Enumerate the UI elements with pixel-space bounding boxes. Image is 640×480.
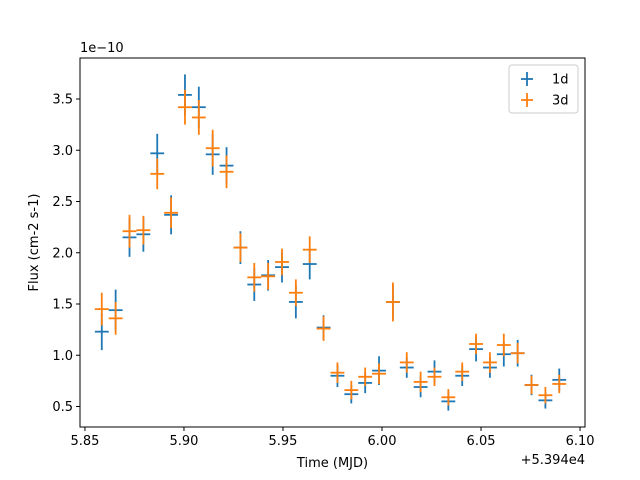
- legend-label: 3d: [552, 94, 569, 109]
- y-tick-label: 3.5: [52, 93, 73, 108]
- y-tick-label: 1.5: [52, 298, 73, 313]
- x-tick-label: 5.85: [70, 434, 99, 449]
- data-point-3d: [316, 316, 331, 341]
- plot-area: [94, 74, 567, 411]
- data-point-3d: [178, 89, 192, 125]
- x-offset-label: +5.394e4: [521, 453, 585, 468]
- legend-label: 1d: [552, 73, 569, 88]
- data-point-3d: [261, 263, 276, 290]
- data-point-3d: [552, 374, 567, 394]
- data-point-3d: [94, 292, 109, 326]
- x-tick-label: 6.05: [467, 434, 496, 449]
- data-point-3d: [247, 263, 262, 292]
- data-point-3d: [191, 100, 206, 135]
- data-point-3d: [150, 158, 165, 190]
- y-tick-label: 1.0: [52, 349, 73, 364]
- data-point-3d: [219, 155, 234, 189]
- data-point-3d: [275, 248, 289, 276]
- data-point-3d: [136, 215, 151, 245]
- series-3d: [94, 89, 567, 406]
- legend-marker: [521, 72, 533, 86]
- data-point-3d: [413, 371, 428, 393]
- data-point-3d: [538, 387, 553, 404]
- data-point-3d: [399, 352, 414, 373]
- y-tick-label: 2.5: [52, 195, 73, 210]
- data-point-3d: [344, 380, 359, 400]
- y-tick-label: 3.0: [52, 144, 73, 159]
- data-point-3d: [233, 233, 248, 262]
- data-point-3d: [358, 367, 373, 386]
- x-tick-label: 5.90: [169, 434, 198, 449]
- legend-entry-3d: 3d: [521, 93, 569, 109]
- data-point-3d: [385, 282, 400, 322]
- data-point-3d: [372, 363, 386, 384]
- data-point-3d: [288, 279, 303, 307]
- data-point-3d: [302, 236, 317, 263]
- y-tick-label: 0.5: [52, 400, 73, 415]
- x-tick-label: 6.10: [566, 434, 595, 449]
- data-point-3d: [455, 362, 470, 381]
- data-point-3d: [524, 375, 539, 395]
- data-point-3d: [427, 367, 442, 386]
- data-point-3d: [205, 129, 220, 167]
- legend-marker: [521, 93, 533, 107]
- x-tick-label: 6.00: [368, 434, 397, 449]
- data-point-3d: [483, 352, 497, 373]
- legend-entry-1d: 1d: [521, 72, 569, 88]
- y-scale-factor: 1e−10: [80, 41, 124, 56]
- data-point-3d: [469, 333, 484, 355]
- y-axis: 0.5 1.0 1.5 2.0 2.5 3.0 3.5: [52, 93, 80, 415]
- x-axis: 5.85 5.90 5.95 6.00 6.05 6.10: [70, 427, 595, 449]
- data-point-3d: [496, 333, 511, 357]
- data-point-3d: [108, 301, 123, 335]
- x-tick-label: 5.95: [269, 434, 298, 449]
- y-tick-label: 2.0: [52, 246, 73, 261]
- x-axis-label: Time (MJD): [296, 456, 368, 471]
- data-point-3d: [330, 362, 345, 383]
- axes-frame: [79, 57, 586, 428]
- data-point-3d: [164, 197, 179, 229]
- data-point-3d: [441, 389, 456, 406]
- y-axis-label: Flux (cm-2 s-1): [27, 194, 42, 292]
- data-point-3d: [510, 342, 525, 364]
- data-point-3d: [122, 214, 137, 248]
